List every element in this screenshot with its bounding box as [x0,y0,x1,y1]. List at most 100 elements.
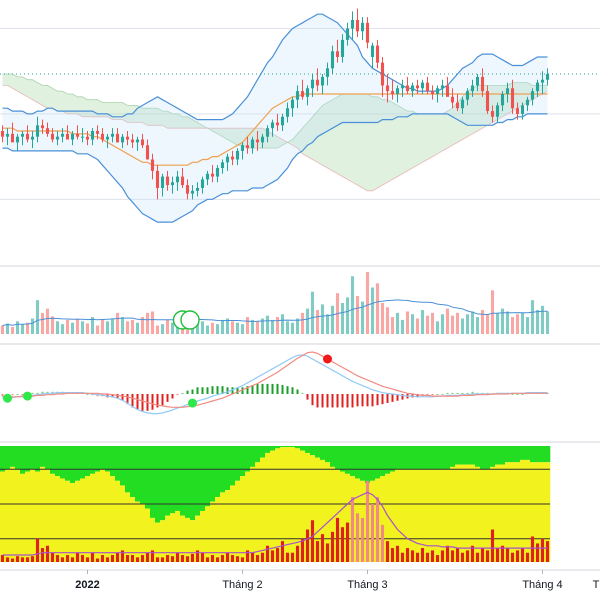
band-red-bar [255,555,260,562]
candle-body [185,185,190,194]
band-red-bar [75,552,80,562]
candle [385,74,390,103]
band-red-bar [505,548,510,562]
candle-body [130,139,135,143]
candle [20,131,25,146]
band-red-bar [300,538,305,562]
band-red-bar [295,545,300,562]
macd-histogram-bar [431,394,434,396]
candle [170,176,175,194]
event-marker-circle [180,310,200,330]
x-tick-label: Tháng 2 [222,579,262,591]
volume-bar [80,321,85,334]
candle [405,76,410,94]
band-red-bar [5,557,10,562]
band-yellow-segment [410,469,416,562]
band-yellow-segment [545,462,551,562]
band-red-bar [115,552,120,562]
band-yellow-segment [45,469,51,562]
candle [375,39,380,69]
band-red-bar [495,548,500,562]
candle [240,142,245,160]
volume-bar [395,312,400,334]
candle-body [340,39,345,57]
band-red-bar [340,527,345,562]
band-yellow-segment [100,469,106,562]
candle-body [270,122,275,129]
band-red-bar [380,524,385,562]
band-yellow-segment [310,455,316,562]
band-red-bar [450,550,455,562]
candle [520,102,525,120]
band-green-segment [195,446,201,516]
band-yellow-segment [55,476,61,562]
band-red-bar [305,529,310,562]
band-yellow-segment [120,485,126,562]
band-green-segment [80,446,86,479]
candle [120,133,125,149]
candle-body [335,51,340,57]
candle [285,102,290,123]
band-yellow-segment [455,464,461,562]
candle-body [350,19,355,29]
candle [460,96,465,114]
macd-histogram-bar [386,394,389,403]
volume-bar [365,272,370,334]
macd-line [2,354,548,415]
candle-body [250,139,255,149]
band-green-segment [0,446,6,472]
macd-histogram-bar [376,394,379,406]
band-yellow-segment [0,471,6,562]
candle [45,122,50,137]
volume-bar [380,303,385,334]
macd-histogram-bar [371,394,374,407]
volume-bar [315,310,320,334]
candle-body [220,162,225,169]
candle-body [160,176,165,188]
band-green-segment [55,446,61,477]
macd-histogram-bar [206,387,209,394]
macd-histogram-bar [186,390,189,394]
macd-histogram-bar [11,394,14,396]
band-green-segment [30,446,36,470]
volume-bar [30,318,35,334]
volume-bar [225,318,230,334]
macd-histogram-bar [241,387,244,394]
band-green-segment [410,446,416,470]
band-green-segment [200,446,206,511]
band-yellow-segment [255,462,261,562]
band-yellow-segment [470,464,476,562]
volume-bar [500,308,505,334]
candle-body [540,79,545,83]
candle [445,76,450,97]
candle-body [65,133,70,140]
band-red-bar [440,550,445,562]
band-red-bar [205,557,210,562]
band-green-segment [260,446,266,458]
band-green-segment [60,446,66,479]
macd-histogram-bar [346,394,349,408]
macd-histogram-bar [121,394,124,401]
volume-bar [10,326,15,334]
macd-histogram-bar [246,386,249,394]
macd-histogram-bar [1,394,4,397]
candle-body [100,133,105,140]
candle [185,179,190,200]
macd-histogram-bar [216,386,219,394]
volume-bar [490,290,495,334]
candle [480,68,485,97]
candle [175,170,180,191]
band-green-segment [145,446,151,509]
macd-histogram-bar [21,394,24,396]
volume-bar [160,324,165,334]
band-yellow-segment [75,480,81,562]
volume-bar [55,321,60,334]
band-red-bar [200,552,205,562]
macd-cross-marker [3,393,12,403]
volume-bar [205,325,210,334]
macd-histogram-bar [136,394,139,410]
candle [220,159,225,174]
band-red-bar [360,517,365,562]
macd-histogram-bar [291,387,294,394]
volume-bar [420,310,425,334]
